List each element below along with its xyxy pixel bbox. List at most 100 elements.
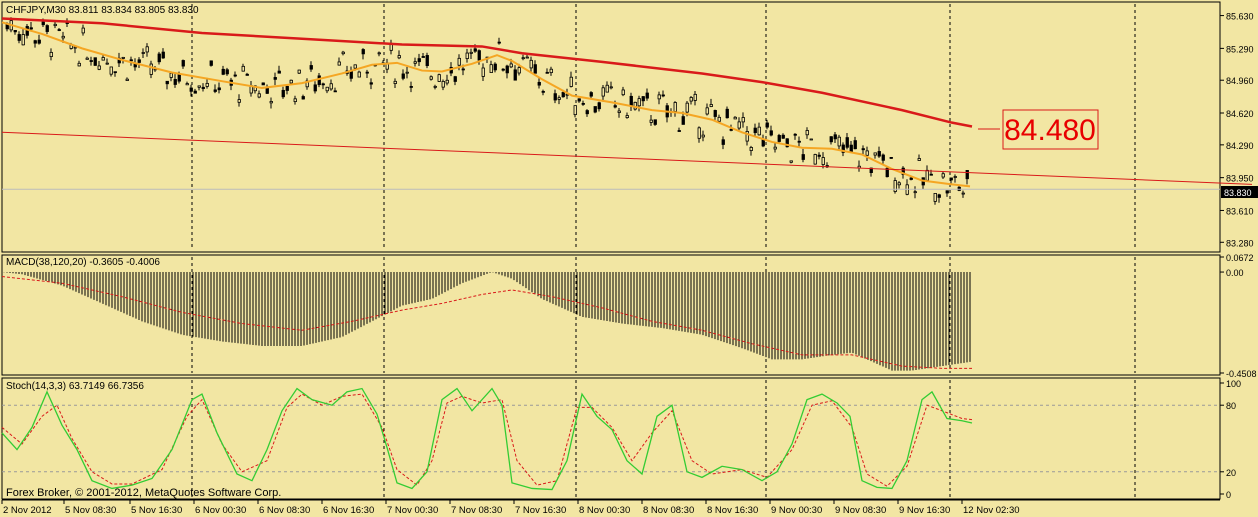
candle-body <box>513 69 517 81</box>
candle-body <box>129 59 133 62</box>
candle-body <box>421 56 425 58</box>
price-tick-label: 83.610 <box>1226 206 1254 216</box>
candle-body <box>21 34 25 46</box>
candle-body <box>205 82 209 87</box>
candle-body <box>829 136 833 143</box>
candle-body <box>929 173 933 176</box>
candle-body <box>661 94 665 97</box>
candle-body <box>697 127 701 139</box>
price-panel[interactable]: 85.630 85.290 84.960 84.620 84.290 83.950 83.6… <box>1 1 1258 253</box>
candle-body <box>721 139 725 145</box>
candle-body <box>757 126 761 136</box>
candle-body <box>125 78 129 81</box>
candle-body <box>773 146 777 150</box>
candle-body <box>445 79 449 84</box>
candle-body <box>541 90 545 93</box>
time-tick-label: 2 Nov 2012 <box>3 505 52 516</box>
candle-body <box>169 72 173 78</box>
time-axis: 2 Nov 2012 5 Nov 08:30 5 Nov 16:30 6 Nov 00… <box>1 499 1220 516</box>
candle-body <box>425 55 429 67</box>
candle-body <box>797 140 801 143</box>
candle-body <box>317 75 321 86</box>
trendline[interactable] <box>1 131 1253 185</box>
candle-body <box>853 140 857 150</box>
candle-body <box>601 87 605 97</box>
candle-body <box>289 79 293 84</box>
candle-body <box>949 177 953 181</box>
candle-body <box>397 55 401 59</box>
candle-body <box>833 134 837 140</box>
stoch-tick-label: 0 <box>1226 490 1231 500</box>
time-tick-label: 6 Nov 16:30 <box>323 505 374 516</box>
candle-body <box>745 131 749 142</box>
time-tick-label: 8 Nov 00:30 <box>579 505 630 516</box>
candle-body <box>353 64 357 69</box>
candle-body <box>493 63 497 71</box>
time-tick-label: 9 Nov 00:30 <box>771 505 822 516</box>
current-price-label: 83.830 <box>1224 188 1252 198</box>
time-tick-label: 6 Nov 08:30 <box>259 505 310 516</box>
candle-body <box>605 84 609 93</box>
candle-body <box>741 117 745 123</box>
candle-body <box>897 182 901 186</box>
candle-body <box>889 157 893 159</box>
macd-tick-label: -0.4508 <box>1226 369 1257 379</box>
macd-panel[interactable]: 0.0672 0.00 -0.4508 MACD(38,120,20) -0.360… <box>1 253 1257 379</box>
time-tick-label: 7 Nov 00:30 <box>387 505 438 516</box>
candle-body <box>629 95 633 107</box>
candle-body <box>765 122 769 128</box>
candle-body <box>137 59 141 63</box>
candle-body <box>893 180 897 192</box>
price-panel-title: CHFJPY,M30 83.811 83.834 83.805 83.830 <box>6 5 199 16</box>
time-tick-label: 12 Nov 02:30 <box>963 505 1020 516</box>
candle-body <box>89 60 93 62</box>
candle-body <box>845 137 849 148</box>
candle-body <box>29 27 33 30</box>
candle-body <box>625 115 629 119</box>
candle-body <box>377 52 381 55</box>
candle-body <box>597 102 601 110</box>
time-tick-label: 6 Nov 00:30 <box>195 505 246 516</box>
candle-body <box>101 57 105 61</box>
candle-body <box>533 64 537 74</box>
candle-body <box>725 108 729 119</box>
ma-slow-line <box>1 17 973 128</box>
time-tick-label: 8 Nov 08:30 <box>643 505 694 516</box>
candle-body <box>157 53 161 63</box>
candle-body <box>225 69 229 75</box>
candle-body <box>473 48 477 52</box>
candle-body <box>585 110 589 115</box>
candle-body <box>213 89 217 92</box>
candle-body <box>413 61 417 64</box>
candle-body <box>925 169 929 181</box>
candle-body <box>785 138 789 148</box>
candle-body <box>437 74 441 82</box>
candle-body <box>781 134 785 139</box>
candle-body <box>609 86 613 89</box>
candle-body <box>753 127 757 134</box>
candle-body <box>417 58 421 63</box>
stoch-panel[interactable]: 100 80 20 0 Stoch(14,3,3) 63.7149 66.7356 F… <box>1 377 1241 500</box>
candle-body <box>941 173 945 178</box>
candle-body <box>341 51 345 55</box>
candle-body <box>337 61 341 66</box>
candle-body <box>49 51 53 57</box>
candle-body <box>737 121 741 129</box>
candle-body <box>33 40 37 44</box>
candle-body <box>681 116 685 125</box>
candle-body <box>489 64 493 73</box>
price-tick-label: 84.620 <box>1226 109 1254 119</box>
candle-body <box>673 102 677 112</box>
candle-body <box>649 119 653 123</box>
price-callout[interactable]: 84.480 <box>978 109 1099 150</box>
candle-body <box>261 82 265 86</box>
candle-body <box>545 71 549 74</box>
candle-body <box>749 147 753 151</box>
time-tick-label: 7 Nov 16:30 <box>515 505 566 516</box>
candle-body <box>713 110 717 117</box>
candle-body <box>549 68 553 74</box>
candle-body <box>793 133 797 136</box>
time-tick-label: 7 Nov 08:30 <box>451 505 502 516</box>
candle-body <box>365 71 369 74</box>
